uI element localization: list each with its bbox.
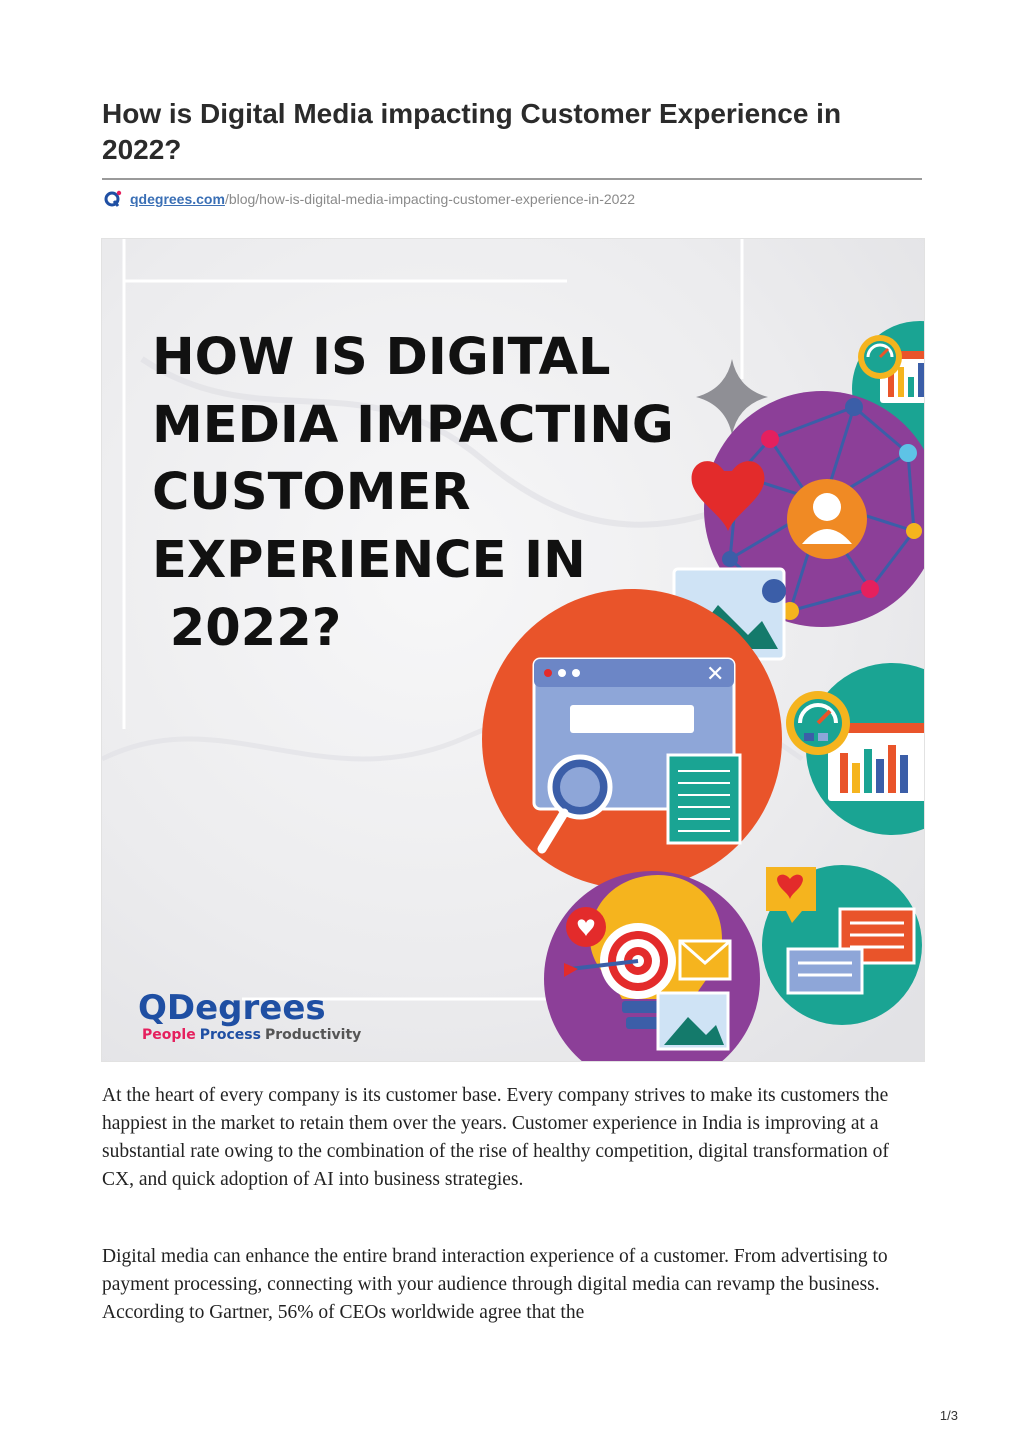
tagline-people: People (142, 1027, 196, 1043)
article-paragraph-1: At the heart of every company is its cus… (102, 1085, 889, 1190)
title-divider (102, 178, 922, 180)
browser-search-circle: ✕ (482, 589, 782, 889)
article-title: How is Digital Media impacting Customer … (102, 98, 842, 165)
headline-line-4: EXPERIENCE IN (152, 531, 586, 590)
page-number: 1/3 (939, 1408, 958, 1423)
user-icon (813, 493, 841, 521)
hero-headline: HOW IS DIGITAL MEDIA IMPACTING CUSTOMER … (152, 328, 674, 658)
brand-name: QDegrees (138, 988, 326, 1028)
qdegrees-logo: QDegrees People Process Productivity (138, 988, 361, 1043)
headline-line-1: HOW IS DIGITAL (152, 328, 610, 387)
analytics-circle-middle (786, 663, 924, 835)
hero-image: HOW IS DIGITAL MEDIA IMPACTING CUSTOMER … (101, 238, 925, 1062)
tagline-productivity: Productivity (265, 1027, 361, 1043)
article-paragraph-2: Digital media can enhance the entire bra… (102, 1246, 888, 1323)
source-path-link[interactable]: /blog/how-is-digital-media-impacting-cus… (224, 191, 636, 207)
target-bulb-circle (544, 871, 760, 1061)
tagline-process: Process (200, 1027, 261, 1043)
source-link-row[interactable]: qdegrees.com/blog/how-is-digital-media-i… (104, 189, 635, 209)
sparkle-icon (696, 359, 768, 435)
headline-line-5: 2022? (152, 599, 341, 658)
close-icon: ✕ (706, 662, 724, 687)
qdegrees-favicon-icon (104, 190, 122, 207)
hero-illustration: HOW IS DIGITAL MEDIA IMPACTING CUSTOMER … (102, 239, 924, 1061)
document-icon (666, 753, 742, 845)
chat-circle (762, 865, 922, 1025)
headline-line-2: MEDIA IMPACTING (152, 396, 674, 455)
heart-icon (691, 461, 765, 531)
headline-line-3: CUSTOMER (152, 463, 471, 522)
source-domain-link[interactable]: qdegrees.com (130, 191, 225, 207)
brand-tagline: People Process Productivity (142, 1027, 361, 1043)
